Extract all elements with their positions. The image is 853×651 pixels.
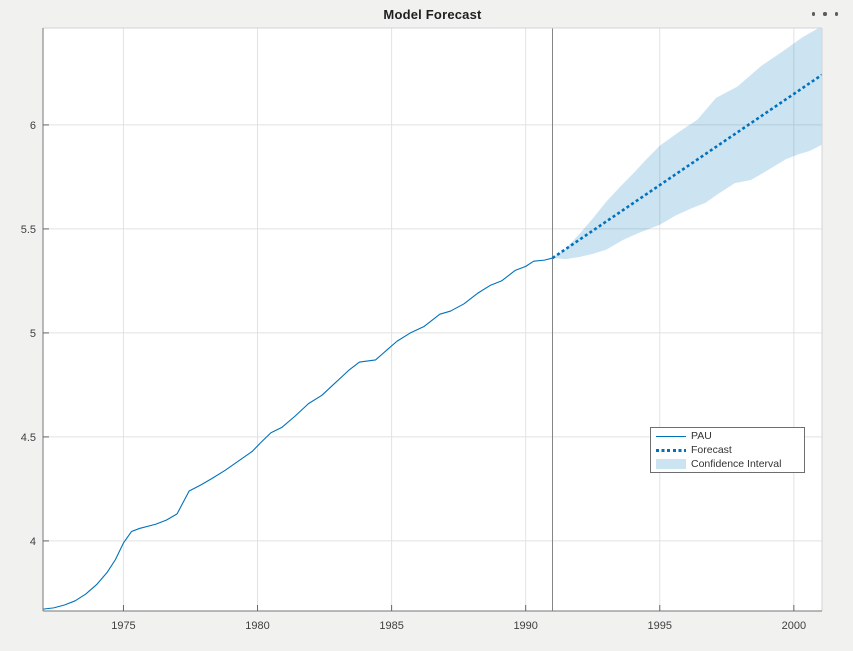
legend-box[interactable]: PAU Forecast Confidence Interval — [650, 427, 805, 473]
x-tick-label: 1990 — [513, 620, 537, 632]
legend-sample-dotted-line — [651, 448, 691, 452]
x-tick-label: 2000 — [782, 620, 806, 632]
legend-label: PAU — [691, 430, 712, 443]
y-tick-label: 4 — [30, 536, 36, 548]
y-tick-label: 4.5 — [21, 432, 36, 444]
forecast-series-line — [551, 73, 822, 260]
y-tick-label: 5 — [30, 328, 36, 340]
axes-options-menu-button[interactable] — [811, 7, 839, 21]
legend-item-forecast: Forecast — [651, 444, 804, 457]
ellipsis-menu-icon — [812, 12, 816, 16]
chart-title: Model Forecast — [383, 7, 482, 22]
y-tick-label: 5.5 — [21, 224, 36, 236]
x-tick-label: 1975 — [111, 620, 135, 632]
legend-sample-line — [651, 435, 691, 437]
pau-series-line — [43, 257, 553, 610]
ellipsis-menu-icon — [823, 12, 827, 16]
legend-label: Forecast — [691, 444, 732, 456]
x-tick-label: 1980 — [245, 620, 269, 632]
legend-item-confidence-interval: Confidence Interval — [651, 457, 804, 470]
legend-sample-patch — [651, 458, 691, 469]
legend-label: Confidence Interval — [691, 457, 782, 470]
legend-item-pau: PAU — [651, 430, 804, 443]
ellipsis-menu-icon — [834, 12, 838, 16]
confidence-interval-band — [552, 28, 822, 260]
x-tick-label: 1985 — [379, 620, 403, 632]
x-tick-label: 1995 — [648, 620, 672, 632]
y-tick-label: 6 — [30, 120, 36, 132]
